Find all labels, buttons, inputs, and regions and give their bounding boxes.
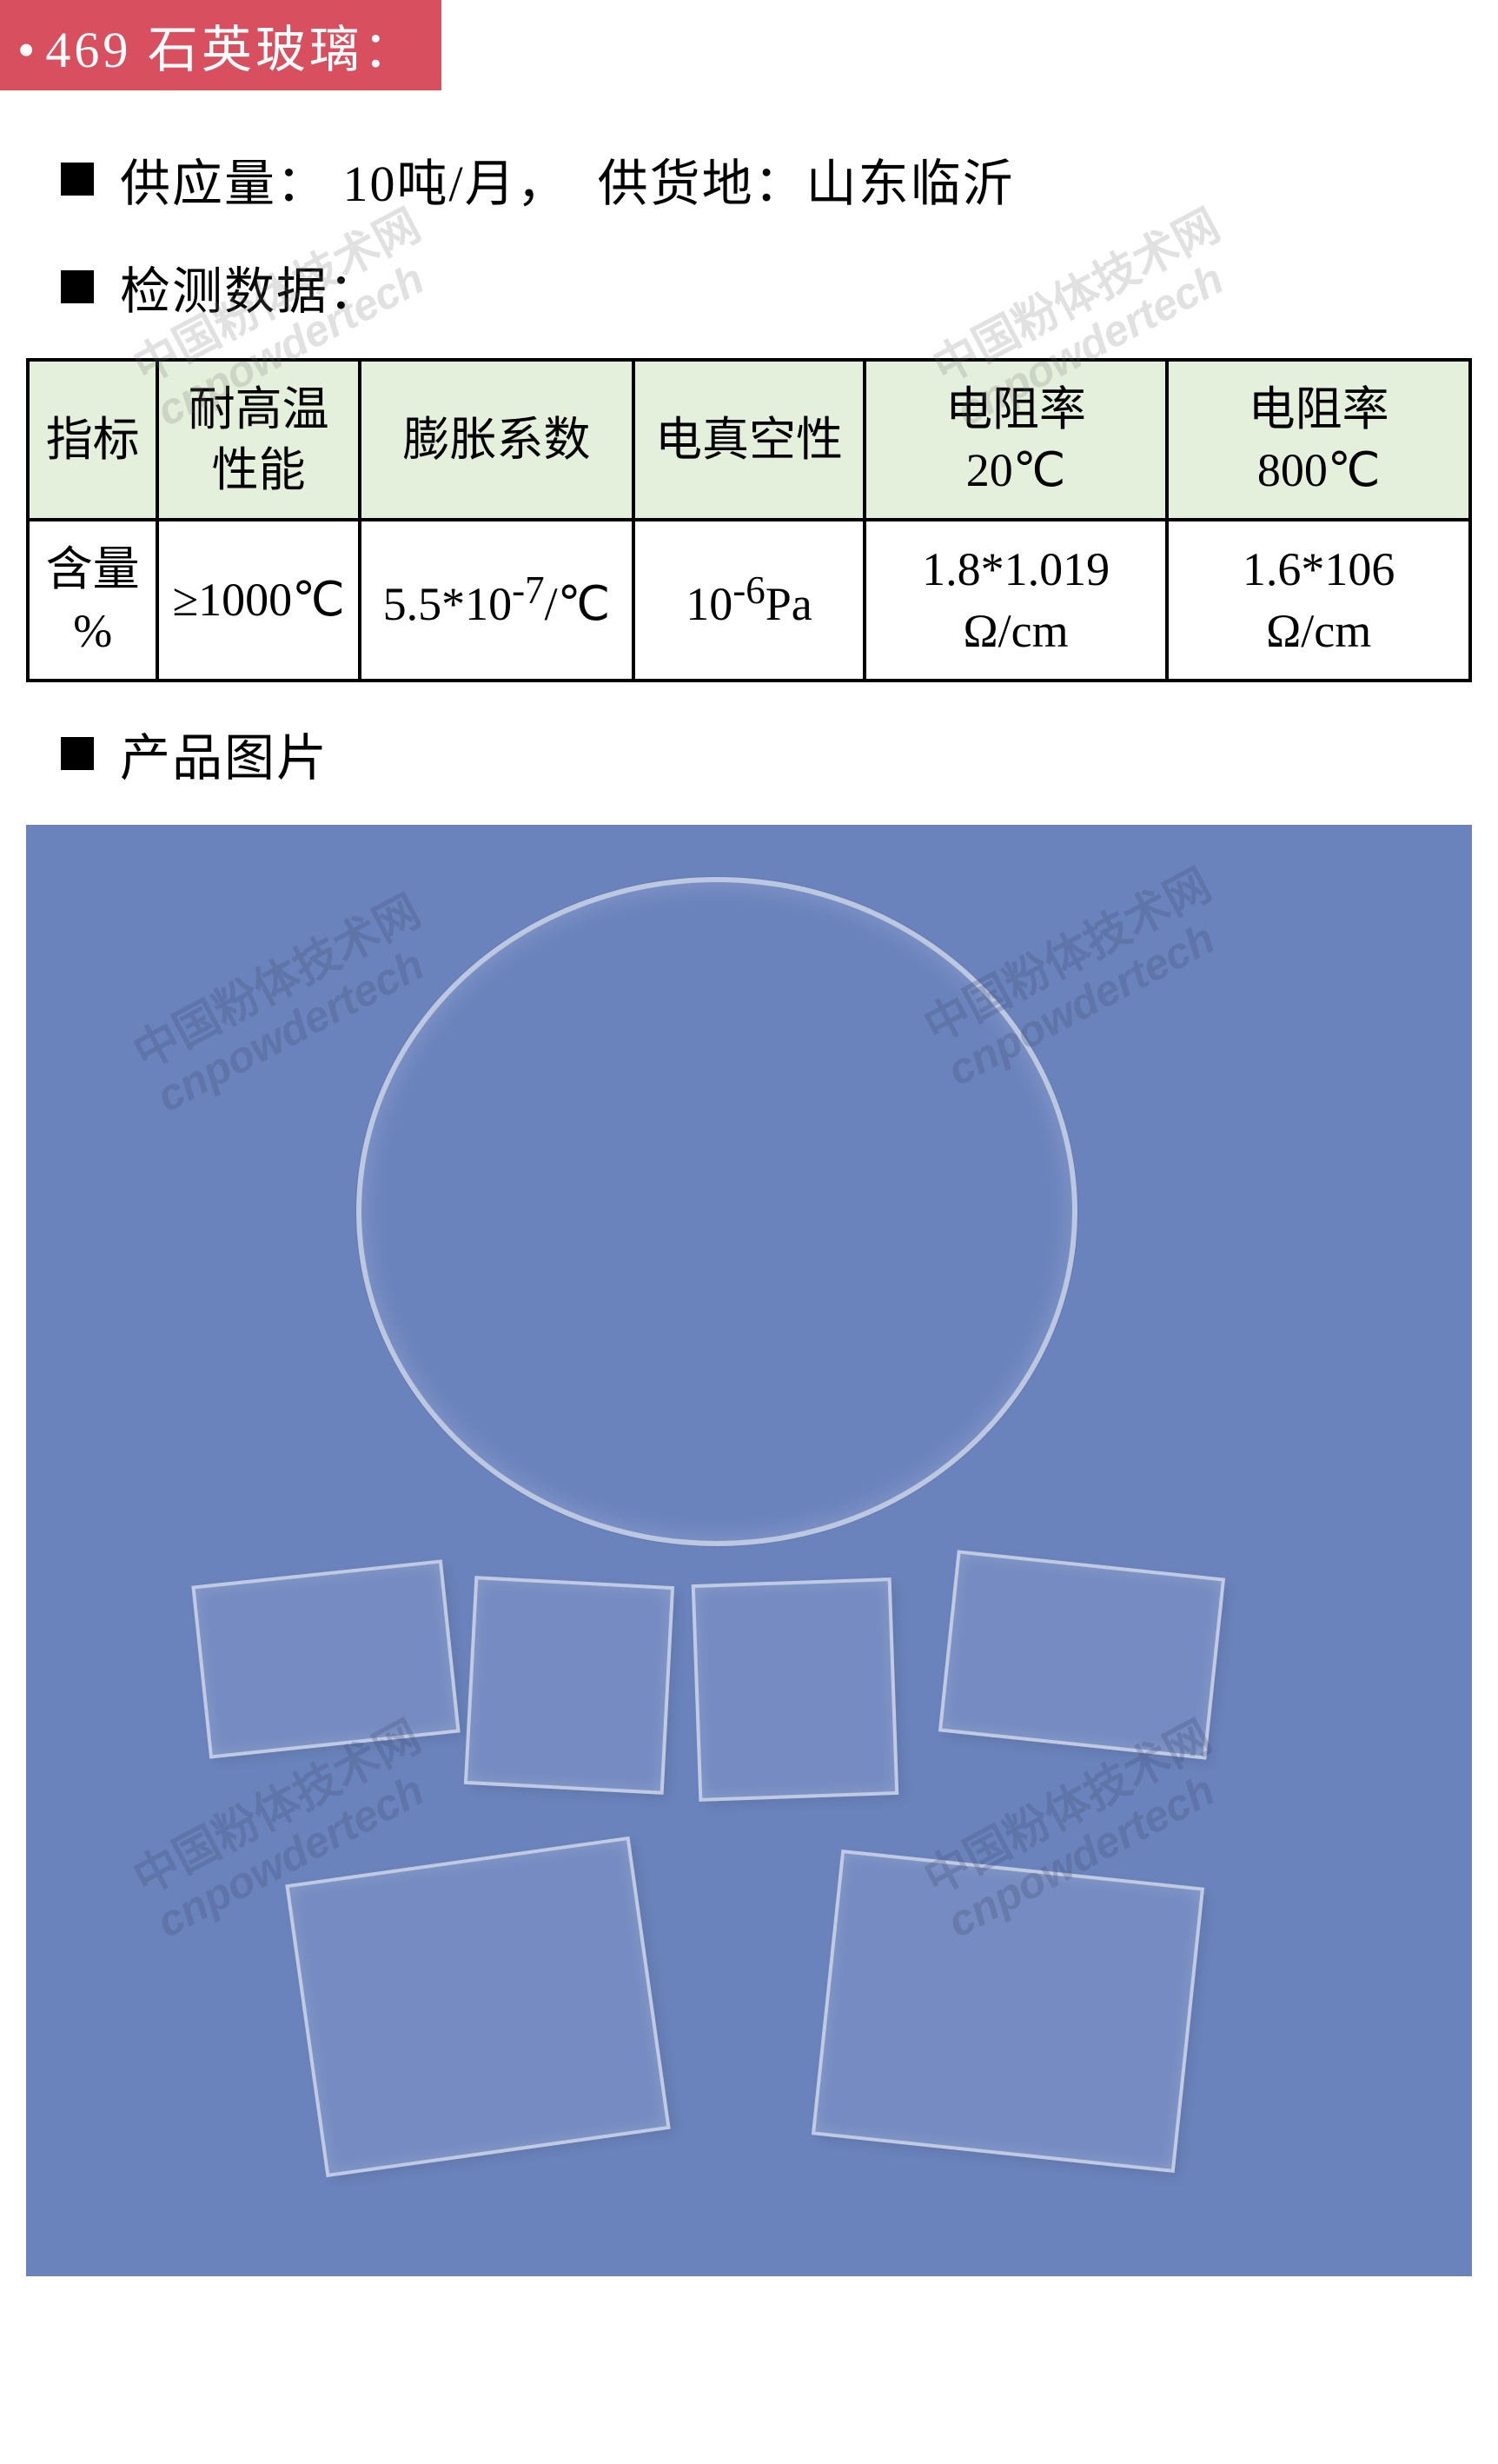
col-header: 电真空性 [633, 360, 865, 520]
supply-row: 供应量： 10吨/月， 供货地： 山东临沂 [61, 143, 1472, 216]
square-bullet-icon [61, 737, 94, 770]
table-cell: 5.5*10-7/℃ [360, 520, 633, 680]
product-image: 中国粉体技术网cnpowdertech中国粉体技术网cnpowdertech中国… [26, 825, 1472, 2276]
location-label: 供货地： [598, 143, 806, 216]
glass-rect [285, 1836, 670, 2177]
table-cell: 10-6Pa [633, 520, 865, 680]
supply-label: 供应量： [120, 143, 328, 216]
square-bullet-icon [61, 163, 94, 196]
square-bullet-icon [61, 270, 94, 303]
header-bullet: • [17, 22, 38, 78]
product-image-row: 产品图片 [61, 717, 1472, 790]
header-title: 石英玻璃： [148, 22, 417, 78]
section-header: •469 石英玻璃： [0, 0, 441, 90]
location-value: 山东临沂 [806, 143, 1015, 216]
table-cell: 1.6*106Ω/cm [1167, 520, 1470, 680]
col-header: 膨胀系数 [360, 360, 633, 520]
supply-value: 10吨/月， [343, 143, 569, 216]
header-number: 469 [45, 22, 131, 78]
table-header-row: 指标 耐高温性能 膨胀系数 电真空性 电阻率20℃ 电阻率800℃ [28, 360, 1470, 520]
table-cell: 1.8*1.019Ω/cm [865, 520, 1168, 680]
glass-rect [464, 1576, 674, 1795]
product-image-label: 产品图片 [120, 717, 328, 790]
data-table: 指标 耐高温性能 膨胀系数 电真空性 电阻率20℃ 电阻率800℃ 含量% ≥1… [26, 358, 1472, 682]
test-data-label: 检测数据： [120, 250, 381, 323]
glass-rect [692, 1577, 899, 1802]
col-header: 耐高温性能 [157, 360, 359, 520]
table-row: 含量% ≥1000℃ 5.5*10-7/℃ 10-6Pa 1.8*1.019Ω/… [28, 520, 1470, 680]
glass-rect [812, 1850, 1204, 2173]
test-data-row: 检测数据： [61, 250, 1472, 323]
glass-circle [356, 877, 1077, 1546]
row-label: 含量% [28, 520, 157, 680]
col-header: 指标 [28, 360, 157, 520]
table-cell: ≥1000℃ [157, 520, 359, 680]
col-header: 电阻率20℃ [865, 360, 1168, 520]
glass-rect [191, 1559, 460, 1758]
glass-rect [938, 1550, 1225, 1759]
col-header: 电阻率800℃ [1167, 360, 1470, 520]
